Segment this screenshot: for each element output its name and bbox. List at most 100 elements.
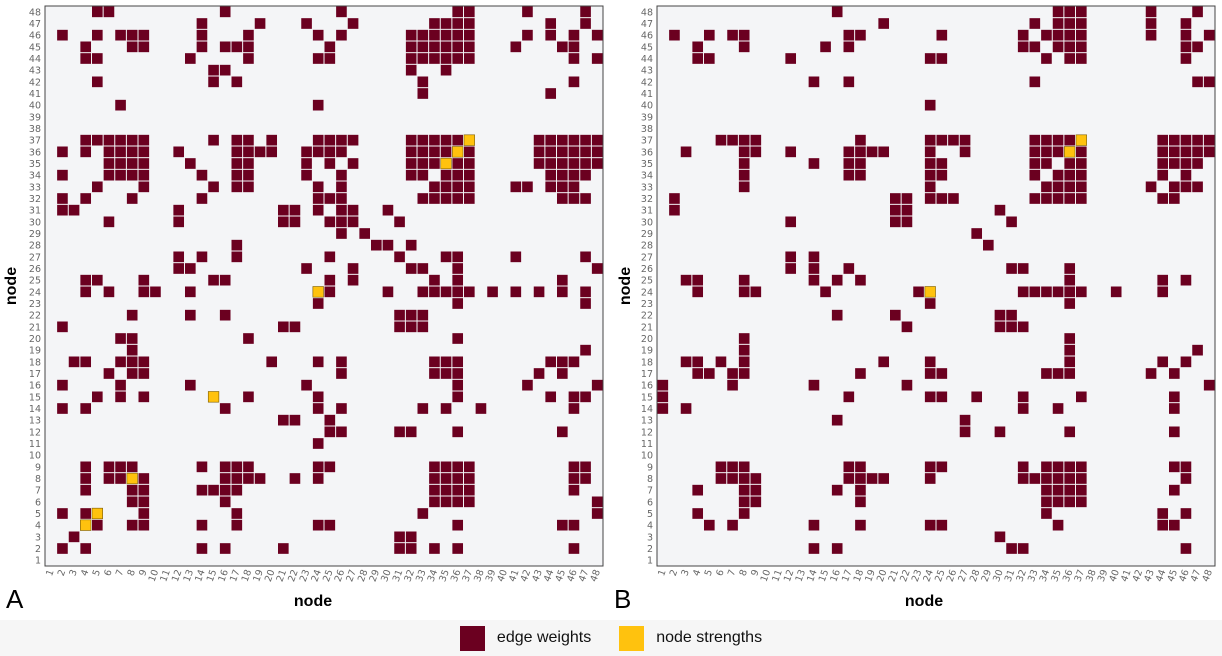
- edge-weight-cell: [173, 263, 185, 274]
- edge-weight-cell: [429, 461, 440, 473]
- edge-weight-cell: [808, 263, 820, 274]
- edge-weight-cell: [1052, 29, 1064, 41]
- x-axis-title: node: [294, 593, 332, 610]
- edge-weight-cell: [855, 461, 866, 473]
- edge-weight-cell: [464, 473, 475, 484]
- edge-weight-cell: [890, 216, 901, 228]
- edge-weight-cell: [1017, 286, 1029, 298]
- x-tick-label: 21: [887, 568, 901, 583]
- edge-weight-cell: [231, 181, 243, 193]
- edge-weight-cell: [80, 146, 92, 158]
- edge-weight-cell: [843, 263, 855, 274]
- y-tick-label: 38: [641, 124, 653, 135]
- x-tick-label: 26: [333, 568, 347, 583]
- edge-weight-cell: [138, 519, 150, 531]
- edge-weight-cell: [405, 531, 417, 543]
- edge-weight-cell: [557, 356, 568, 368]
- edge-weight-cell: [405, 263, 417, 274]
- edge-weight-cell: [1180, 543, 1192, 554]
- edge-weight-cell: [557, 134, 568, 146]
- edge-weight-cell: [1064, 484, 1076, 496]
- y-tick-label: 8: [647, 474, 653, 485]
- y-tick-label: 12: [641, 427, 653, 438]
- legend: edge weights node strengths: [0, 620, 1222, 656]
- edge-weight-cell: [243, 181, 254, 193]
- edge-weight-cell: [312, 461, 324, 473]
- edge-weight-cell: [440, 64, 452, 76]
- edge-weight-cell: [704, 29, 715, 41]
- y-tick-label: 46: [29, 31, 41, 42]
- edge-weight-cell: [994, 426, 1006, 438]
- edge-weight-cell: [464, 53, 475, 64]
- y-tick-label: 41: [29, 89, 41, 100]
- edge-weight-cell: [196, 29, 208, 41]
- y-tick-label: 17: [641, 369, 653, 380]
- edge-weight-cell: [126, 356, 138, 368]
- edge-weight-cell: [289, 473, 301, 484]
- x-tick-label: 4: [691, 568, 703, 577]
- edge-weight-cell: [855, 484, 866, 496]
- edge-weight-cell: [243, 391, 254, 403]
- edge-weight-cell: [1064, 6, 1076, 18]
- y-tick-label: 39: [641, 112, 653, 123]
- edge-weight-cell: [1006, 309, 1017, 321]
- edge-weight-cell: [1180, 134, 1192, 146]
- edge-weight-cell: [843, 41, 855, 53]
- y-tick-label: 45: [641, 42, 653, 53]
- y-axis-title: node: [3, 267, 20, 305]
- edge-weight-cell: [1064, 193, 1076, 204]
- edge-weight-cell: [57, 543, 68, 554]
- edge-weight-cell: [1169, 146, 1180, 158]
- y-axis-title: node: [617, 267, 634, 305]
- x-tick-label: 16: [829, 568, 843, 583]
- edge-weight-cell: [231, 41, 243, 53]
- edge-weight-cell: [1076, 29, 1087, 41]
- figure: 1234567891011121314151617181920212223242…: [3, 5, 1216, 614]
- edge-weight-cell: [138, 286, 150, 298]
- edge-weight-cell: [568, 193, 580, 204]
- edge-weight-cell: [1029, 193, 1041, 204]
- edge-weight-cell: [785, 146, 797, 158]
- y-tick-label: 2: [647, 544, 653, 555]
- edge-weight-cell: [312, 193, 324, 204]
- edge-weight-cell: [452, 18, 464, 29]
- edge-weight-cell: [336, 193, 347, 204]
- edge-weight-cell: [727, 473, 738, 484]
- edge-weight-cell: [1041, 368, 1052, 379]
- edge-weight-cell: [692, 41, 704, 53]
- edge-weight-cell: [138, 146, 150, 158]
- edge-weight-cell: [1041, 158, 1052, 169]
- edge-weight-cell: [866, 473, 878, 484]
- y-tick-label: 23: [29, 299, 41, 310]
- x-tick-label: 46: [1177, 568, 1191, 583]
- x-tick-label: 42: [519, 568, 533, 583]
- edge-weight-cell: [1180, 274, 1192, 286]
- edge-weight-cell: [429, 134, 440, 146]
- edge-weight-cell: [452, 53, 464, 64]
- edge-weight-cell: [1180, 508, 1192, 519]
- edge-weight-cell: [429, 368, 440, 379]
- edge-weight-cell: [452, 543, 464, 554]
- edge-weight-cell: [1192, 6, 1203, 18]
- x-tick-label: 33: [1026, 568, 1040, 583]
- edge-weight-cell: [680, 146, 692, 158]
- edge-weight-cell: [452, 496, 464, 508]
- x-tick-label: 17: [228, 568, 242, 583]
- edge-weight-cell: [289, 204, 301, 216]
- edge-weight-cell: [1110, 286, 1122, 298]
- edge-weight-cell: [138, 181, 150, 193]
- edge-weight-cell: [510, 181, 522, 193]
- edge-weight-cell: [452, 169, 464, 181]
- edge-weight-cell: [405, 426, 417, 438]
- edge-weight-cell: [738, 368, 750, 379]
- edge-weight-cell: [196, 519, 208, 531]
- edge-weight-cell: [727, 29, 738, 41]
- x-tick-label: 27: [956, 568, 970, 583]
- edge-weight-cell: [382, 286, 394, 298]
- edge-weight-cell: [440, 134, 452, 146]
- edge-weight-cell: [394, 321, 405, 333]
- y-tick-label: 15: [29, 392, 41, 403]
- edge-weight-cell: [738, 508, 750, 519]
- edge-weight-cell: [92, 53, 103, 64]
- edge-weight-cell: [1076, 391, 1087, 403]
